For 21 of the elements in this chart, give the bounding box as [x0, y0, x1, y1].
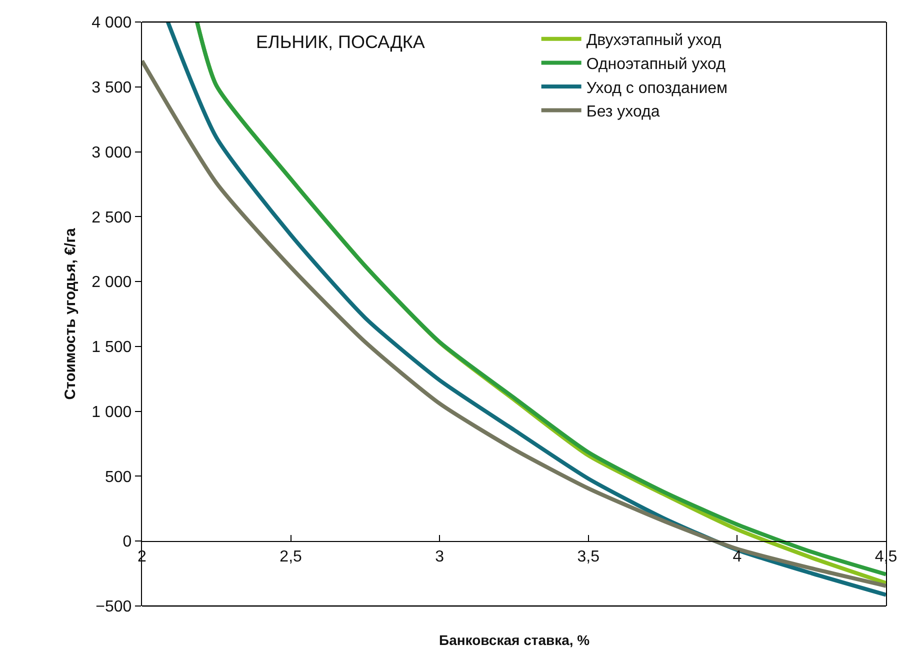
- y-tick-label: 2 000: [92, 274, 132, 292]
- y-tick-label: −500: [96, 598, 132, 616]
- y-tick-label: 2 500: [92, 209, 132, 226]
- y-tick-label: 1 000: [92, 404, 132, 421]
- legend-label: Одноэтапный уход: [586, 56, 726, 73]
- legend-label: Без ухода: [586, 104, 660, 121]
- x-tick-label: 2,5: [280, 548, 302, 566]
- x-tick-label: 3,5: [577, 548, 600, 566]
- y-tick-label: 4 000: [92, 14, 132, 32]
- y-tick-label: 3 000: [92, 144, 132, 162]
- y-tick-label: 500: [104, 468, 132, 486]
- legend-label: Двухэтапный уход: [586, 32, 722, 50]
- legend-label: Уход с опозданием: [586, 80, 728, 97]
- text: ЕЛЬНИК, ПОСАДКА: [256, 32, 425, 52]
- y-axis-title: Стоимость угодья, €/га: [62, 228, 79, 400]
- y-tick-label: 1 500: [92, 339, 132, 356]
- y-tick-label: 0: [122, 534, 132, 551]
- y-tick-label: 3 500: [92, 79, 132, 96]
- x-axis-title: Банковская ставка, %: [439, 632, 590, 648]
- x-tick-label: 3: [435, 548, 444, 566]
- x-tick-label: 4: [732, 548, 742, 566]
